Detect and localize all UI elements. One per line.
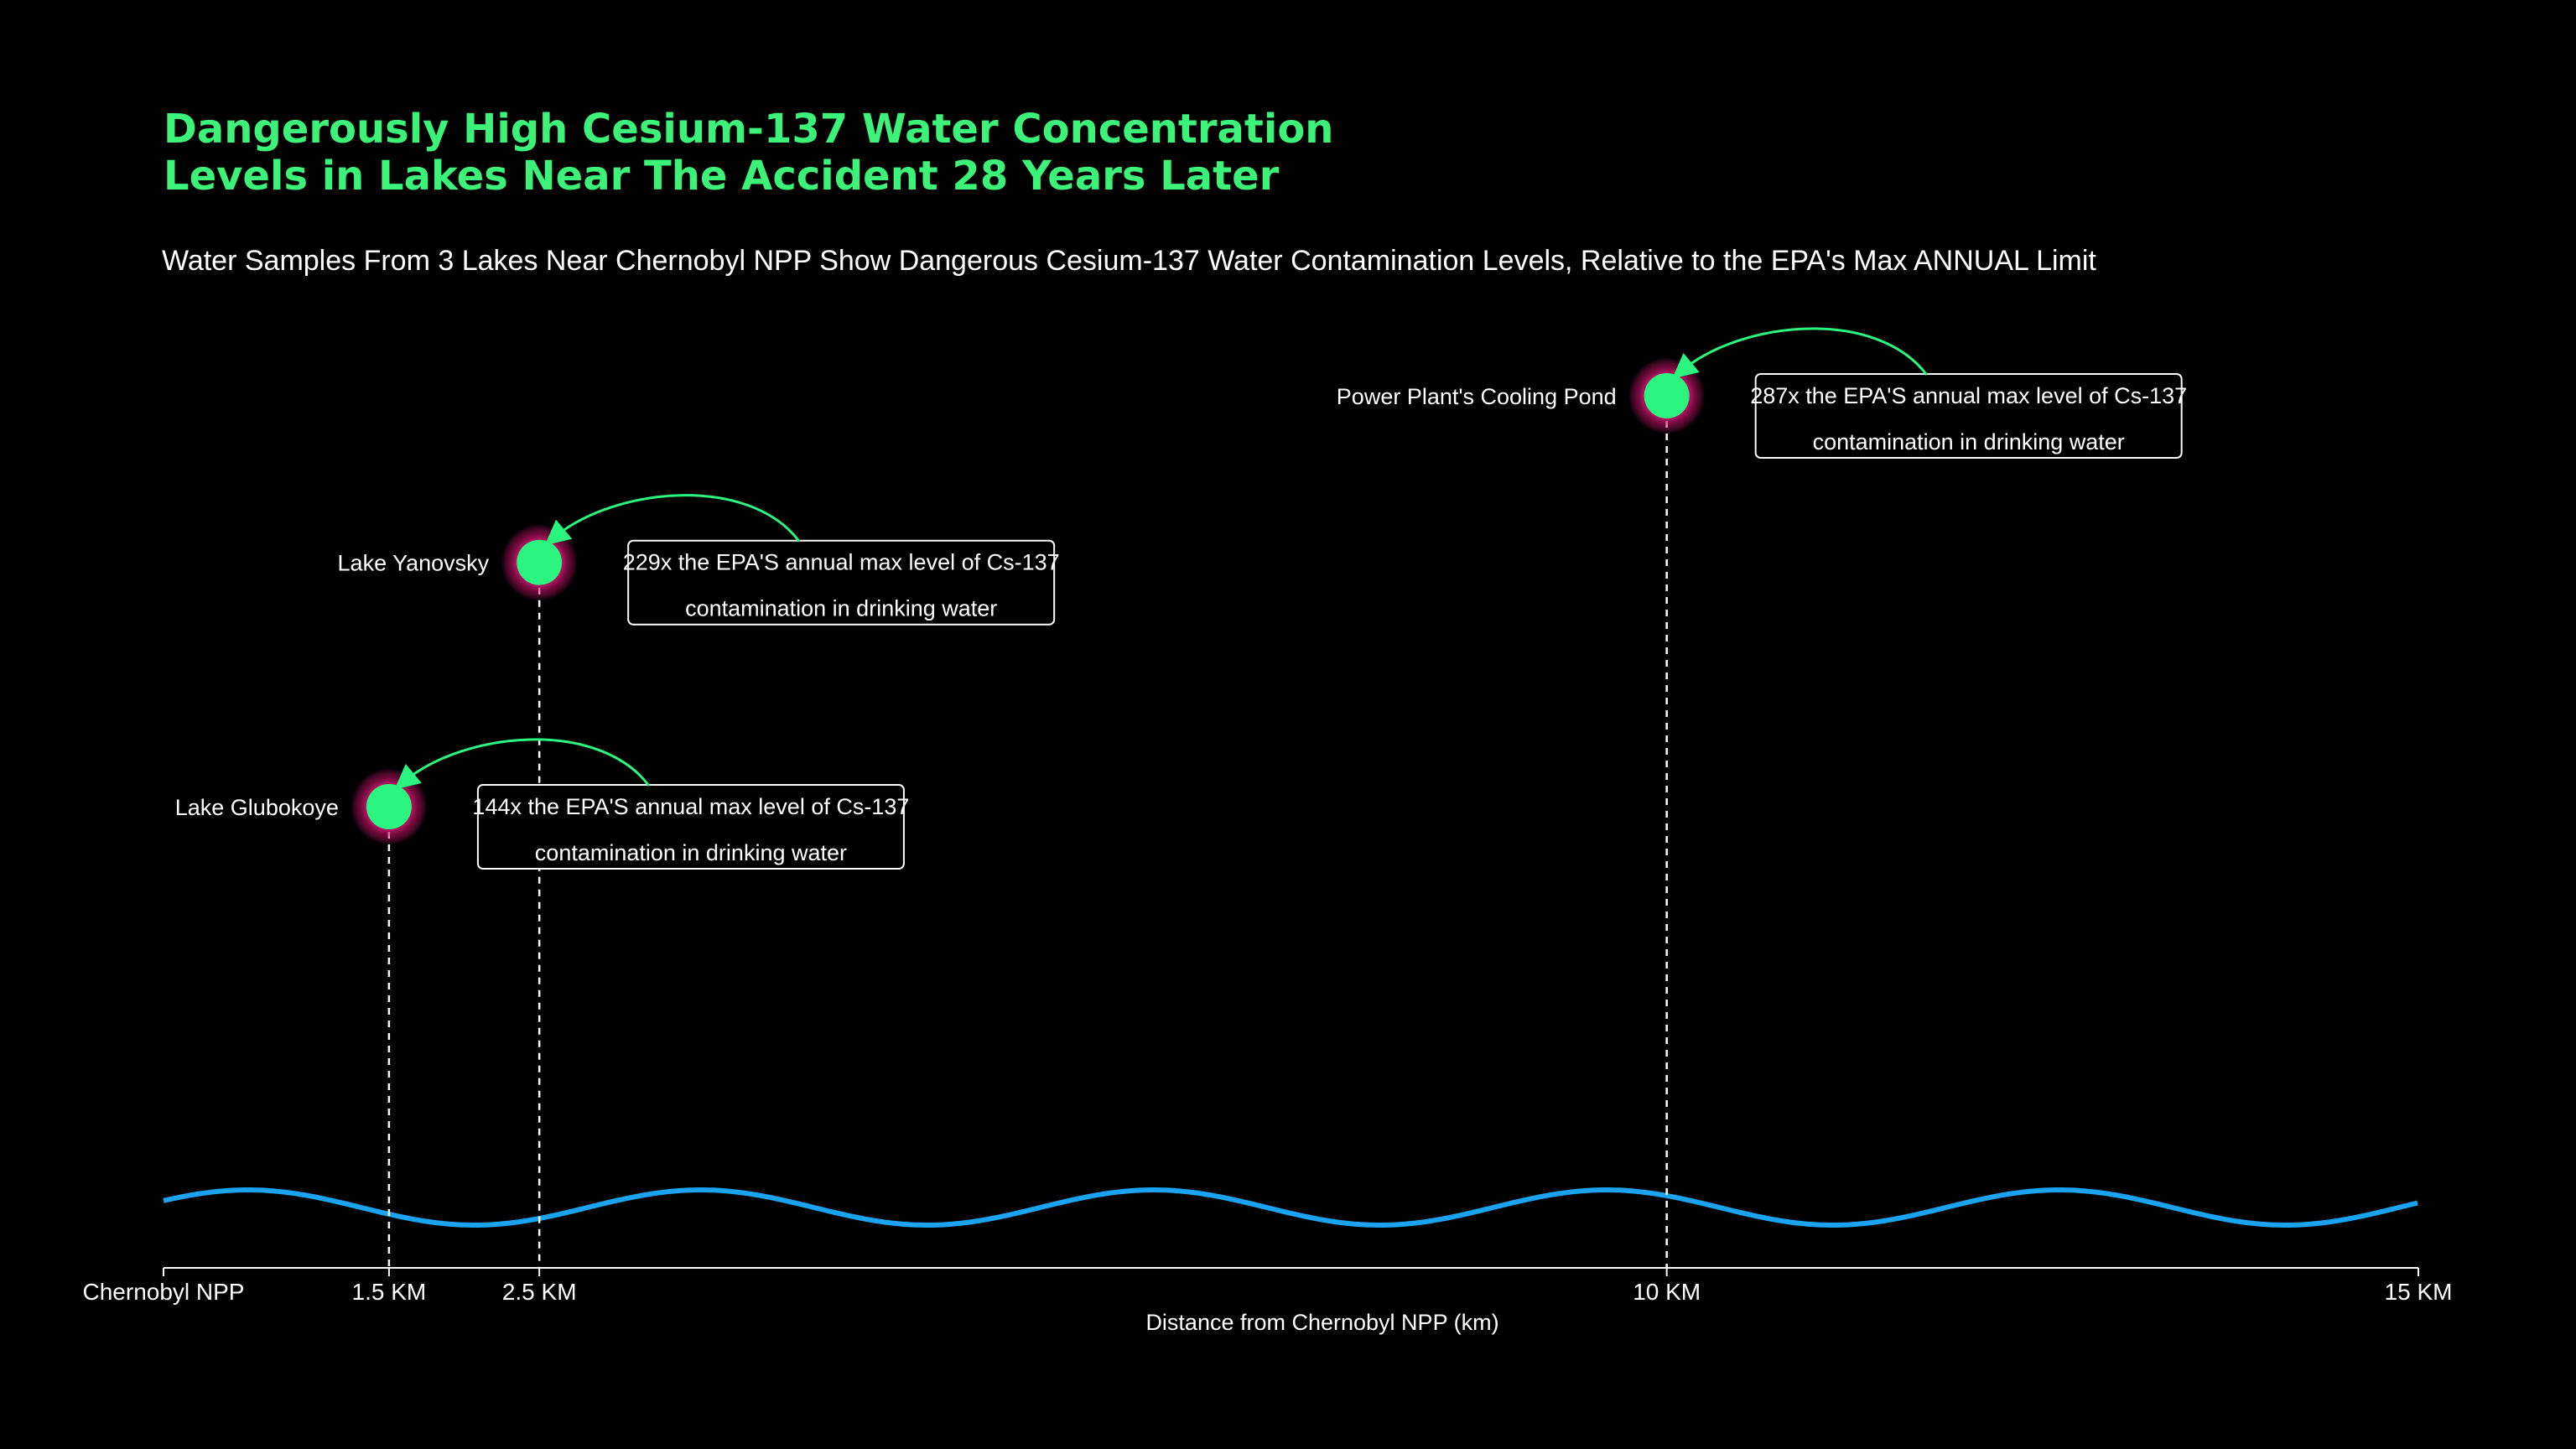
wave-layer — [163, 1187, 2418, 1228]
annotation-arrow — [544, 494, 801, 546]
annotation-text: contamination in drinking water — [1813, 429, 2125, 454]
annotation-text: contamination in drinking water — [685, 596, 997, 621]
data-point — [517, 539, 563, 585]
data-point-label: Lake Glubokoye — [175, 795, 339, 820]
annotation-text: 287x the EPA'S annual max level of Cs-13… — [1750, 383, 2187, 408]
annotation-box — [1754, 373, 2183, 459]
annotation-box — [476, 784, 905, 870]
annotation-text: 229x the EPA'S annual max level of Cs-13… — [623, 550, 1060, 575]
data-point-label: Lake Yanovsky — [338, 551, 490, 576]
annotation-box — [627, 539, 1056, 626]
x-axis-title: Distance from Chernobyl NPP (km) — [1145, 1310, 1498, 1335]
data-point — [1644, 373, 1690, 418]
annotation-text: 144x the EPA'S annual max level of Cs-13… — [472, 794, 909, 819]
data-point-label: Power Plant's Cooling Pond — [1337, 384, 1617, 409]
data-point — [366, 784, 412, 829]
x-tick-label: 15 KM — [2385, 1279, 2453, 1305]
points-layer: Lake Glubokoye Lake Yanovsky Power Plant's… — [175, 357, 1706, 845]
chart-title-line-2: Levels in Lakes Near The Accident 28 Yea… — [164, 153, 1280, 200]
annotation-arrow — [1672, 327, 1928, 379]
water-wave — [163, 1187, 2418, 1228]
x-tick-label: 10 KM — [1633, 1279, 1701, 1305]
chart-subtitle: Water Samples From 3 Lakes Near Chernoby… — [162, 245, 2096, 277]
x-axis: Chernobyl NPP 1.5 KM 2.5 KM 10 KM 15 KM — [83, 1267, 2453, 1305]
x-tick-label: Chernobyl NPP — [83, 1279, 245, 1305]
annotation-text: contamination in drinking water — [535, 840, 847, 865]
x-tick-label: 2.5 KM — [502, 1279, 577, 1305]
stems-layer — [387, 421, 1668, 1268]
x-tick-label: 1.5 KM — [352, 1279, 427, 1305]
annotation-arrow — [394, 738, 651, 790]
annotations-layer: 144x the EPA'S annual max level of Cs-13… — [394, 327, 2187, 870]
chart-title-line-1: Dangerously High Cesium-137 Water Concen… — [164, 106, 1333, 153]
